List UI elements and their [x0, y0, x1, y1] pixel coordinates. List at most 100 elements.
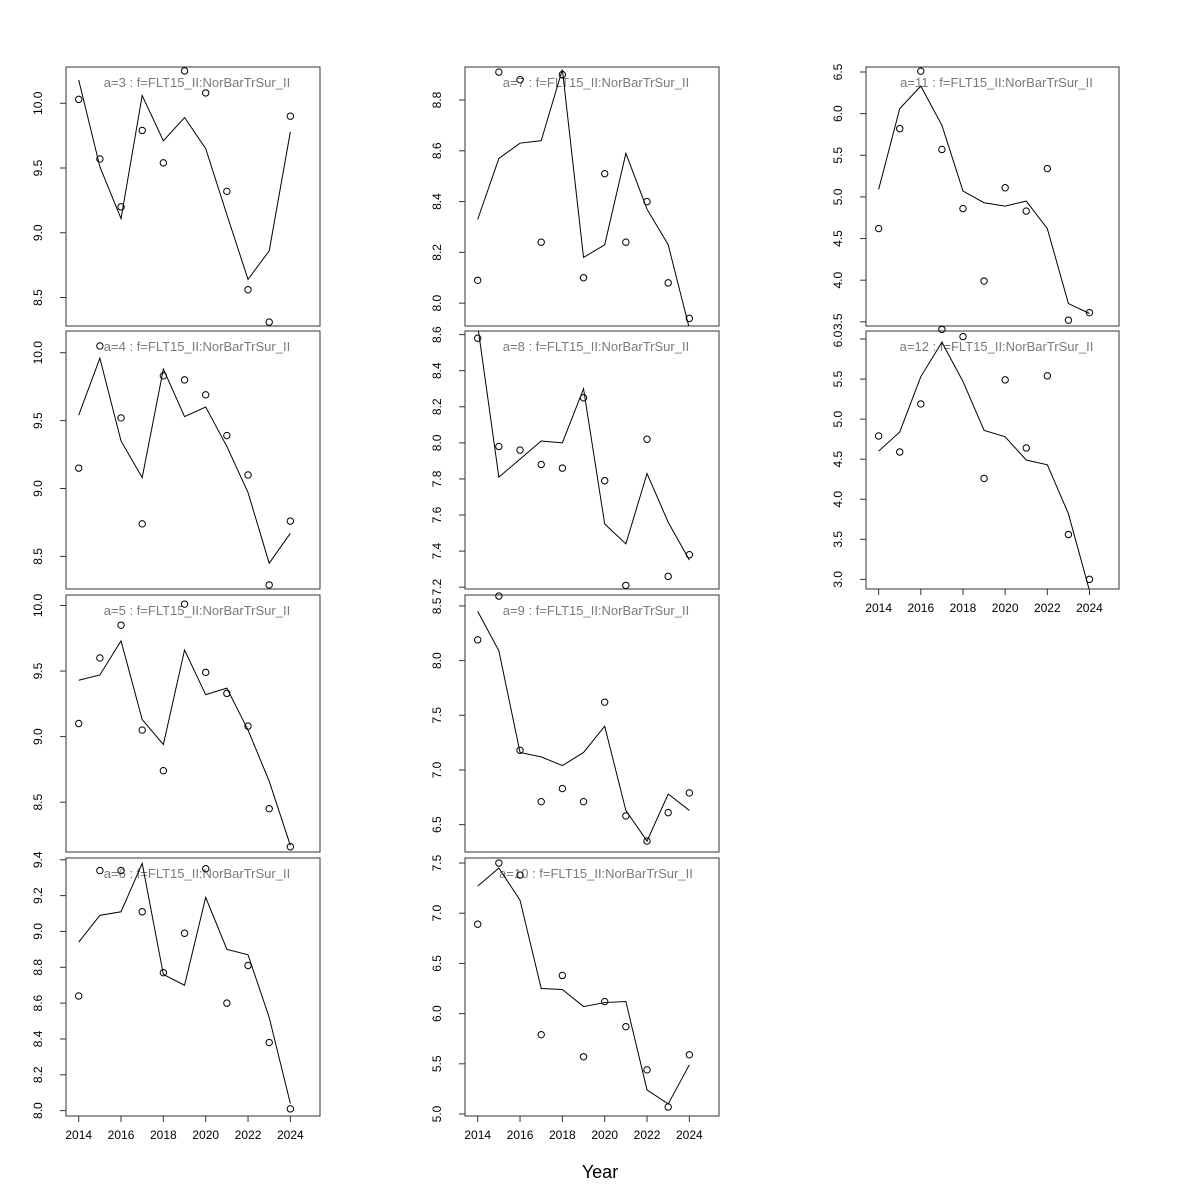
data-point [75, 992, 83, 1000]
data-point [980, 277, 988, 285]
panel-frame [464, 330, 720, 590]
data-point [96, 155, 104, 163]
panel-title: a=3 : f=FLT15_II:NorBarTrSur_II [104, 75, 290, 90]
y-tick-label: 8.4 [31, 1030, 45, 1047]
data-point [685, 1051, 694, 1059]
data-point [265, 318, 273, 326]
data-point [474, 920, 482, 928]
panel-frame [65, 594, 321, 853]
data-point [223, 689, 231, 698]
panel-title: a=4 : f=FLT15_II:NorBarTrSur_II [104, 339, 290, 354]
data-point [516, 446, 524, 454]
x-tick-label: 2020 [192, 1128, 219, 1142]
fitted-line [78, 356, 291, 565]
data-point [265, 581, 273, 589]
data-point [138, 126, 146, 135]
y-tick-label: 6.0 [831, 105, 845, 122]
panel-frame [865, 66, 1120, 327]
data-point [286, 1105, 295, 1113]
data-point [495, 859, 503, 867]
panel-title: a=11 : f=FLT15_II:NorBarTrSur_II [900, 75, 1093, 90]
data-point [474, 276, 482, 284]
data-point [1001, 184, 1009, 192]
x-tick-label: 2024 [1076, 601, 1103, 615]
panel-frame [65, 66, 321, 327]
data-point [579, 394, 588, 402]
data-point [622, 1022, 630, 1031]
x-tick-label: 2016 [108, 1128, 135, 1142]
y-tick-label: 8.5 [31, 289, 45, 306]
data-point [558, 784, 567, 793]
data-point [138, 908, 146, 916]
x-axis-label: Year [582, 1162, 618, 1182]
y-tick-label: 7.0 [430, 761, 444, 778]
x-tick-label: 2014 [865, 601, 892, 615]
data-point [643, 435, 651, 443]
y-tick-label: 7.5 [430, 707, 444, 724]
panel-title: a=10 : f=FLT15_II:NorBarTrSur_II [499, 866, 693, 881]
y-tick-label: 9.0 [31, 923, 45, 940]
y-tick-label: 10.0 [31, 593, 45, 617]
y-tick-label: 4.0 [831, 491, 845, 508]
y-tick-label: 5.0 [831, 410, 845, 427]
y-tick-label: 8.2 [430, 244, 444, 261]
data-point [601, 477, 609, 485]
data-point [664, 572, 672, 581]
y-tick-label: 5.0 [430, 1105, 444, 1122]
data-point [1022, 444, 1030, 452]
data-point [601, 997, 609, 1006]
y-tick-label: 8.0 [430, 294, 444, 311]
fitted-line [78, 639, 291, 846]
data-point [202, 668, 210, 677]
data-point [643, 837, 651, 845]
panel-frame [865, 330, 1120, 590]
data-point [117, 203, 125, 211]
data-point [579, 797, 588, 806]
data-point [1001, 376, 1009, 384]
data-point [1043, 164, 1052, 173]
y-tick-label: 9.5 [31, 662, 45, 679]
x-tick-label: 2022 [235, 1128, 262, 1142]
y-tick-label: 9.0 [31, 224, 45, 241]
y-tick-label: 10.0 [31, 341, 45, 365]
y-tick-label: 7.6 [430, 506, 444, 523]
y-tick-label: 8.8 [430, 91, 444, 108]
data-point [117, 414, 125, 422]
data-point [1085, 575, 1094, 584]
y-tick-label: 8.4 [430, 193, 444, 210]
fitted-line [78, 79, 291, 281]
panel-title: a=7 : f=FLT15_II:NorBarTrSur_II [503, 75, 689, 90]
data-point [622, 238, 630, 246]
data-point [244, 471, 252, 479]
y-tick-label: 9.5 [31, 412, 45, 429]
data-point [874, 432, 883, 440]
y-tick-label: 9.2 [31, 887, 45, 904]
y-tick-label: 7.4 [430, 542, 444, 559]
y-tick-label: 3.5 [831, 531, 845, 548]
data-point [223, 431, 231, 440]
fitted-line [878, 341, 1090, 589]
y-tick-label: 8.6 [430, 326, 444, 343]
panel-5: a=7 : f=FLT15_II:NorBarTrSur_II 8.0 8.2 8.4… [430, 66, 720, 327]
data-point [159, 968, 168, 977]
data-point [959, 332, 967, 341]
panel-frame [464, 66, 720, 327]
y-tick-label: 9.4 [31, 851, 45, 868]
data-point [96, 342, 104, 350]
data-point [664, 1103, 672, 1111]
fitted-line [477, 611, 690, 843]
y-tick-label: 5.5 [831, 370, 845, 387]
data-point [1022, 207, 1030, 215]
data-point [117, 621, 125, 629]
y-tick-label: 8.8 [31, 959, 45, 976]
data-point [537, 238, 545, 246]
data-point [537, 460, 545, 469]
data-point [664, 808, 672, 817]
data-point [159, 159, 168, 167]
y-tick-label: 6.5 [831, 63, 845, 80]
y-tick-label: 4.0 [831, 272, 845, 289]
data-point [1064, 530, 1073, 539]
data-point [202, 865, 210, 873]
x-tick-label: 2018 [150, 1128, 177, 1142]
